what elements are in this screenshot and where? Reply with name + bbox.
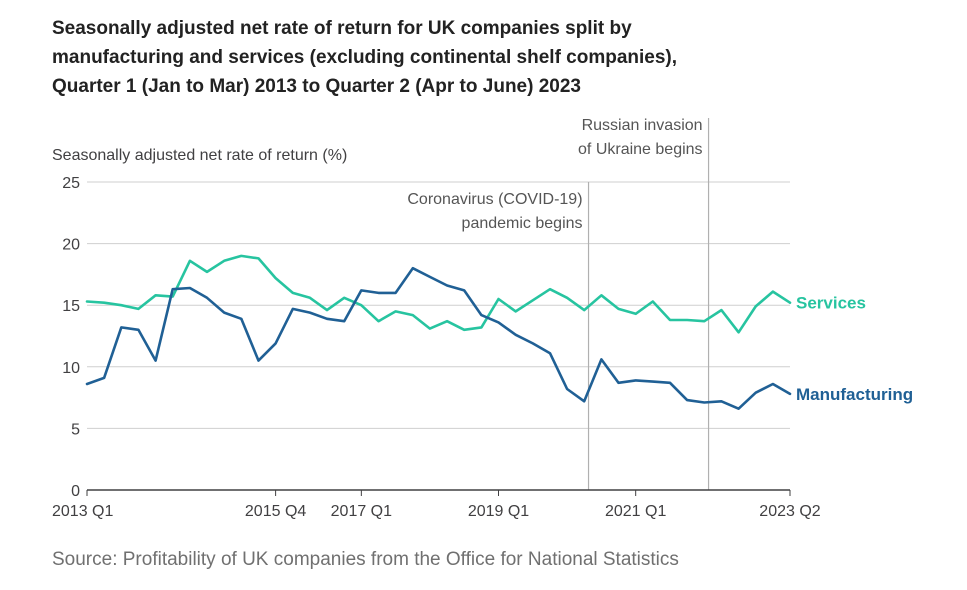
title-line-3: Quarter 1 (Jan to Mar) 2013 to Quarter 2… (52, 76, 581, 97)
source-note: Source: Profitability of UK companies fr… (52, 549, 679, 570)
y-tick-label: 0 (71, 483, 80, 500)
x-tick-label: 2021 Q1 (605, 503, 666, 520)
event-annotation-text: Coronavirus (COVID-19) (407, 191, 582, 208)
y-tick-label: 20 (62, 237, 80, 254)
chart-title: Seasonally adjusted net rate of return f… (52, 14, 812, 101)
x-tick-label: 2019 Q1 (468, 503, 529, 520)
y-tick-label: 25 (62, 175, 80, 192)
event-annotation-text: pandemic begins (462, 215, 583, 232)
x-tick-label: 2013 Q1 (52, 503, 113, 520)
title-line-2: manufacturing and services (excluding co… (52, 47, 678, 68)
y-tick-label: 10 (62, 360, 80, 377)
series-label-services: Services (796, 294, 866, 313)
y-tick-label: 15 (62, 298, 80, 315)
series-line-services (85, 254, 792, 334)
x-tick-label: 2015 Q4 (245, 503, 306, 520)
y-axis-label: Seasonally adjusted net rate of return (… (52, 147, 347, 164)
series-line-manufacturing (85, 266, 792, 411)
x-tick-label: 2017 Q1 (331, 503, 392, 520)
y-tick-label: 5 (71, 421, 80, 438)
title-line-1: Seasonally adjusted net rate of return f… (52, 18, 632, 39)
event-annotation-text: of Ukraine begins (578, 141, 703, 158)
event-annotation-text: Russian invasion (582, 117, 703, 134)
series-label-manufacturing: Manufacturing (796, 385, 913, 404)
x-tick-label: 2023 Q2 (759, 503, 820, 520)
